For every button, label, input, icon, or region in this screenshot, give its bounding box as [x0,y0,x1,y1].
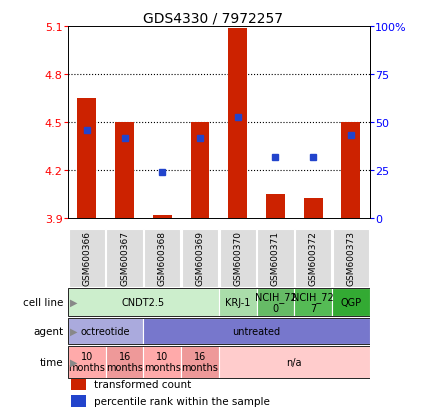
FancyBboxPatch shape [144,229,180,287]
FancyBboxPatch shape [333,229,369,287]
FancyBboxPatch shape [68,318,143,344]
Text: 16
months: 16 months [181,351,218,372]
Text: GSM600366: GSM600366 [82,231,91,286]
Bar [115,123,134,219]
Text: ▶: ▶ [70,297,78,307]
FancyBboxPatch shape [257,288,294,316]
Text: GSM600372: GSM600372 [309,231,317,285]
Text: time: time [40,357,64,367]
Bar [341,123,360,219]
Text: GSM600368: GSM600368 [158,231,167,286]
Bar [153,216,172,219]
Text: NCIH_72
0: NCIH_72 0 [255,291,296,313]
FancyBboxPatch shape [258,229,294,287]
Text: CNDT2.5: CNDT2.5 [122,297,165,307]
FancyBboxPatch shape [295,229,331,287]
FancyBboxPatch shape [219,288,257,316]
FancyBboxPatch shape [182,229,218,287]
Text: agent: agent [34,326,64,336]
FancyBboxPatch shape [143,346,181,377]
FancyBboxPatch shape [332,288,370,316]
FancyBboxPatch shape [68,288,219,316]
FancyBboxPatch shape [181,346,219,377]
Text: untreated: untreated [232,326,280,336]
Text: ▶: ▶ [70,357,78,367]
Bar [71,379,86,390]
Text: ▶: ▶ [70,326,78,336]
Text: octreotide: octreotide [81,326,130,336]
FancyBboxPatch shape [69,229,105,287]
Text: transformed count: transformed count [94,380,191,389]
Bar [190,123,210,219]
Bar [266,195,285,219]
Text: GSM600371: GSM600371 [271,231,280,286]
Text: GSM600373: GSM600373 [346,231,355,286]
Text: NCIH_72
7: NCIH_72 7 [292,291,334,313]
Text: cell line: cell line [23,297,64,307]
Title: GDS4330 / 7972257: GDS4330 / 7972257 [143,12,283,26]
FancyBboxPatch shape [106,346,143,377]
Text: GSM600370: GSM600370 [233,231,242,286]
FancyBboxPatch shape [68,346,106,377]
Text: KRJ-1: KRJ-1 [225,297,250,307]
Text: QGP: QGP [340,297,361,307]
Text: GSM600367: GSM600367 [120,231,129,286]
Bar [228,28,247,219]
Text: percentile rank within the sample: percentile rank within the sample [94,396,269,406]
Text: 10
months: 10 months [144,351,181,372]
Text: n/a: n/a [286,357,302,367]
FancyBboxPatch shape [294,288,332,316]
FancyBboxPatch shape [143,318,370,344]
Bar [77,99,96,219]
Text: 10
months: 10 months [68,351,105,372]
FancyBboxPatch shape [107,229,143,287]
Text: 16
months: 16 months [106,351,143,372]
FancyBboxPatch shape [219,346,370,377]
Bar [304,198,323,219]
Bar [71,395,86,407]
Text: GSM600369: GSM600369 [196,231,204,286]
FancyBboxPatch shape [220,229,256,287]
